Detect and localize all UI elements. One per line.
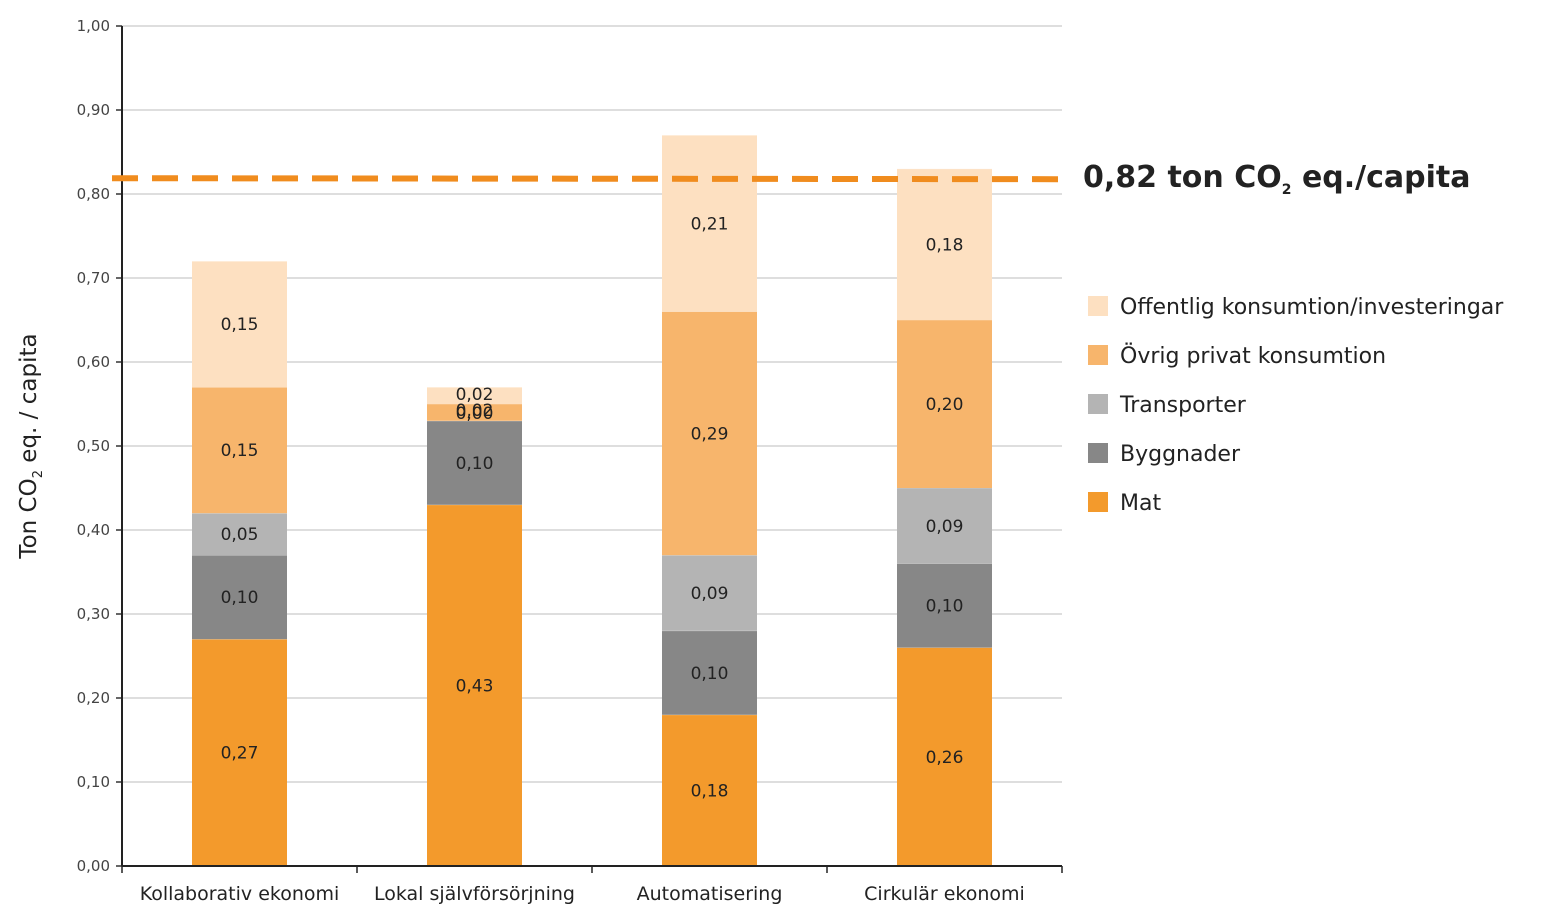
segment-value-label: 0,10 bbox=[691, 664, 729, 684]
bar-segment bbox=[192, 555, 287, 640]
bar-segment bbox=[662, 714, 757, 866]
y-tick-label: 0,30 bbox=[77, 605, 110, 623]
legend: Offentlig konsumtion/investeringar Övrig … bbox=[1088, 295, 1504, 516]
category-label: Cirkulär ekonomi bbox=[864, 883, 1025, 905]
category-labels: Kollaborativ ekonomi Lokal självförsörjni… bbox=[140, 883, 1025, 905]
segment-value-label: 0,00 bbox=[456, 404, 494, 424]
bar-segment bbox=[192, 513, 287, 556]
bar-segment bbox=[662, 555, 757, 631]
bar-segment bbox=[662, 135, 757, 312]
y-tick-label: 0,20 bbox=[77, 689, 110, 707]
bars bbox=[192, 134, 992, 866]
segment-value-label: 0,26 bbox=[926, 748, 964, 768]
legend-label: Mat bbox=[1120, 491, 1161, 516]
bar-segment bbox=[662, 630, 757, 715]
bar-segment bbox=[427, 387, 522, 404]
bar-segment bbox=[192, 639, 287, 866]
bar-segment bbox=[897, 168, 992, 320]
y-tick-label: 0,50 bbox=[77, 437, 110, 455]
segment-value-label: 0,10 bbox=[456, 454, 494, 474]
legend-label: Övrig privat konsumtion bbox=[1120, 343, 1386, 369]
segment-value-label: 0,21 bbox=[691, 214, 729, 234]
y-tick-label: 0,00 bbox=[77, 857, 110, 875]
bar-segment bbox=[897, 488, 992, 564]
segment-value-label: 0,43 bbox=[456, 676, 494, 696]
bar-segment bbox=[897, 647, 992, 866]
segment-value-label: 0,02 bbox=[456, 401, 494, 421]
legend-swatch bbox=[1088, 394, 1108, 414]
y-tick-label: 0,40 bbox=[77, 521, 110, 539]
segment-value-label: 0,18 bbox=[691, 781, 729, 801]
segment-value-label: 0,02 bbox=[456, 385, 494, 405]
category-label: Lokal självförsörjning bbox=[374, 883, 575, 905]
bar-segment bbox=[897, 563, 992, 648]
legend-label: Offentlig konsumtion/investeringar bbox=[1120, 295, 1504, 320]
bar-segment bbox=[192, 261, 287, 388]
legend-label: Byggnader bbox=[1120, 442, 1241, 467]
y-tick-label: 0,80 bbox=[77, 185, 110, 203]
threshold-label-rest: eq./capita bbox=[1292, 160, 1471, 195]
segment-value-label: 0,18 bbox=[926, 235, 964, 255]
legend-swatch bbox=[1088, 492, 1108, 512]
y-tick-label: 1,00 bbox=[77, 17, 110, 35]
y-tick-label: 0,10 bbox=[77, 773, 110, 791]
legend-label: Transporter bbox=[1119, 393, 1247, 418]
legend-swatch bbox=[1088, 443, 1108, 463]
bar-segment bbox=[427, 420, 522, 505]
bar-segment bbox=[897, 320, 992, 488]
segment-value-label: 0,15 bbox=[221, 315, 259, 335]
category-label: Automatisering bbox=[637, 883, 783, 905]
y-tick-label: 0,60 bbox=[77, 353, 110, 371]
segment-value-label: 0,09 bbox=[926, 517, 964, 537]
bar-segment bbox=[427, 404, 522, 421]
bar-segment bbox=[662, 311, 757, 556]
segment-labels: 0,27 0,10 0,05 0,15 0,15 0,43 0,10 0,000,020,02… bbox=[221, 214, 964, 801]
segment-value-label: 0,05 bbox=[221, 525, 259, 545]
legend-swatch bbox=[1088, 296, 1108, 316]
category-label: Kollaborativ ekonomi bbox=[140, 883, 340, 905]
segment-value-label: 0,29 bbox=[691, 424, 729, 444]
threshold-group: 0,82 ton CO2 eq./capita bbox=[111, 160, 1471, 198]
y-tick-label: 0,90 bbox=[77, 101, 110, 119]
y-axis-ticks: 0,00 0,10 0,20 0,30 0,40 0,50 0,60 0,70 0,80 0,90… bbox=[77, 17, 122, 875]
threshold-label-sub: 2 bbox=[1282, 182, 1292, 198]
axes bbox=[121, 26, 1063, 873]
threshold-label-main: 0,82 ton CO bbox=[1083, 160, 1282, 195]
legend-swatch bbox=[1088, 345, 1108, 365]
segment-value-label: 0,20 bbox=[926, 395, 964, 415]
y-tick-label: 0,70 bbox=[77, 269, 110, 287]
threshold-label: 0,82 ton CO2 eq./capita bbox=[1083, 160, 1471, 198]
segment-value-label: 0,27 bbox=[221, 744, 259, 764]
bar-segment bbox=[192, 387, 287, 514]
segment-value-label: 0,15 bbox=[221, 441, 259, 461]
y-axis-title: Ton CO2 eq. / capita bbox=[16, 333, 46, 559]
bar-segment bbox=[427, 504, 522, 866]
segment-value-label: 0,10 bbox=[221, 588, 259, 608]
segment-value-label: 0,09 bbox=[691, 584, 729, 604]
threshold-line bbox=[111, 175, 1066, 183]
segment-value-label: 0,10 bbox=[926, 597, 964, 617]
